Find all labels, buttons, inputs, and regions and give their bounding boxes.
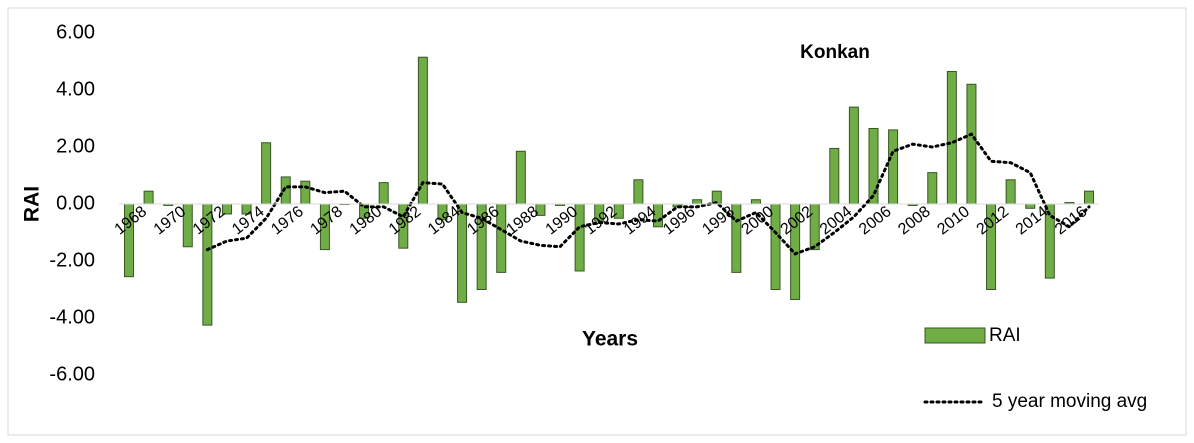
- y-tick-label: -6.00: [49, 363, 95, 385]
- bar: [1084, 190, 1094, 205]
- bar: [300, 180, 311, 205]
- y-tick-label: 2.00: [56, 135, 95, 157]
- bar: [261, 142, 272, 205]
- legend-label: 5 year moving avg: [992, 391, 1147, 412]
- y-tick-label: 4.00: [56, 78, 95, 100]
- legend-label: RAI: [989, 325, 1021, 346]
- bar: [378, 182, 389, 205]
- bar: [1025, 203, 1036, 209]
- y-tick-label: -4.00: [49, 306, 95, 328]
- y-tick-label: 0.00: [56, 192, 95, 214]
- legend-swatch: [924, 327, 986, 344]
- x-axis-label: Years: [582, 328, 638, 351]
- bar: [1005, 179, 1016, 205]
- y-tick-label: 6.00: [56, 21, 95, 43]
- bar: [692, 199, 703, 205]
- chart-title: Konkan: [800, 42, 870, 63]
- bar: [143, 190, 154, 205]
- bar: [848, 106, 859, 205]
- bar: [927, 172, 938, 205]
- moving-average-line: [205, 132, 1091, 256]
- bar: [750, 199, 761, 205]
- bar: [829, 147, 840, 205]
- bar: [966, 83, 977, 205]
- bar: [888, 129, 899, 205]
- bar: [515, 150, 526, 205]
- bar: [946, 70, 957, 205]
- bar: [633, 179, 644, 205]
- y-tick-label: -2.00: [49, 249, 95, 271]
- y-axis-label: RAI: [21, 186, 44, 222]
